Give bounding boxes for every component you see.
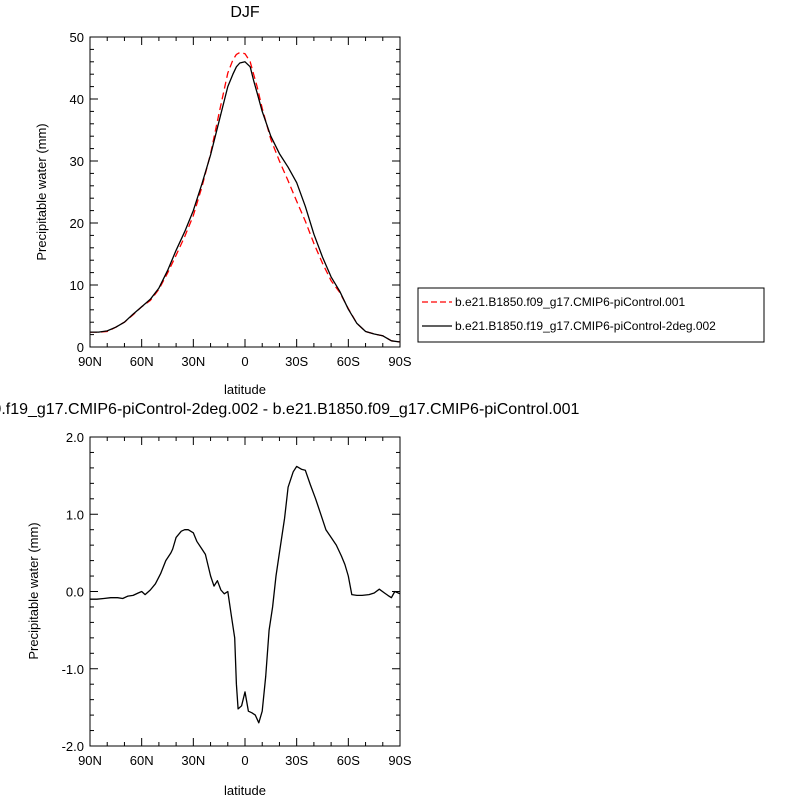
panel-bottom-axes-frame [89, 436, 401, 747]
series-line-top-1 [90, 51, 401, 343]
x-tick-label: 30S [285, 753, 308, 768]
y-tick-label: 1.0 [66, 507, 84, 522]
x-tick-label: 0 [241, 354, 248, 369]
panel-bottom-xlabel: latitude [224, 783, 266, 798]
x-tick-label: 60S [337, 753, 360, 768]
panel-top-series-lines [90, 51, 401, 343]
x-tick-label: 30N [181, 354, 205, 369]
legend: b.e21.B1850.f09_g17.CMIP6-piControl.001 … [417, 287, 765, 343]
panel-top-xlabel: latitude [224, 382, 266, 397]
panel-top-ticks: 90N 60N 30N 0 30S 60S 90S 0 10 20 30 40 50 [70, 30, 412, 369]
panel-bottom-series-lines [90, 465, 401, 724]
panel-top-ylabel: Precipitable water (mm) [34, 123, 49, 260]
y-tick-label: 2.0 [66, 430, 84, 445]
legend-box [417, 287, 765, 343]
panel-bottom-ylabel: Precipitable water (mm) [26, 522, 41, 659]
y-tick-label: 30 [70, 154, 84, 169]
x-tick-label: 60N [130, 354, 154, 369]
series-line-bottom-1 [90, 465, 401, 724]
y-tick-label: -1.0 [62, 662, 84, 677]
x-tick-label: 90S [388, 354, 411, 369]
y-tick-label: 20 [70, 216, 84, 231]
y-tick-label: 50 [70, 30, 84, 45]
y-tick-label: -2.0 [62, 739, 84, 754]
x-tick-label: 30S [285, 354, 308, 369]
panel-bottom-title: b.e21.B1850.f19_g17.CMIP6-piControl-2deg… [0, 401, 580, 418]
legend-label-series-2: b.e21.B1850.f19_g17.CMIP6-piControl-2deg… [455, 319, 716, 333]
x-tick-label: 30N [181, 753, 205, 768]
series-line-top-2 [90, 61, 401, 343]
y-tick-label: 40 [70, 92, 84, 107]
panel-top-plot: DJF 90N 60N 30N 0 30S 60S 90S 0 10 20 30 40 50 latit… [34, 4, 412, 397]
panel-top-title: DJF [230, 4, 260, 21]
x-tick-label: 0 [241, 753, 248, 768]
y-tick-label: 0 [77, 340, 84, 355]
panel-bottom-plot: b.e21.B1850.f19_g17.CMIP6-piControl-2deg… [0, 401, 580, 798]
panel-top-axes-frame [89, 36, 401, 348]
x-tick-label: 90N [78, 354, 102, 369]
x-tick-label: 90N [78, 753, 102, 768]
x-tick-label: 90S [388, 753, 411, 768]
panel-bottom-ticks: 90N 60N 30N 0 30S 60S 90S -2.0 -1.0 0.0 1.0 2.0 [62, 430, 412, 768]
x-tick-label: 60N [130, 753, 154, 768]
x-tick-label: 60S [337, 354, 360, 369]
y-tick-label: 0.0 [66, 585, 84, 600]
y-tick-label: 10 [70, 278, 84, 293]
legend-label-series-1: b.e21.B1850.f09_g17.CMIP6-piControl.001 [455, 295, 685, 309]
